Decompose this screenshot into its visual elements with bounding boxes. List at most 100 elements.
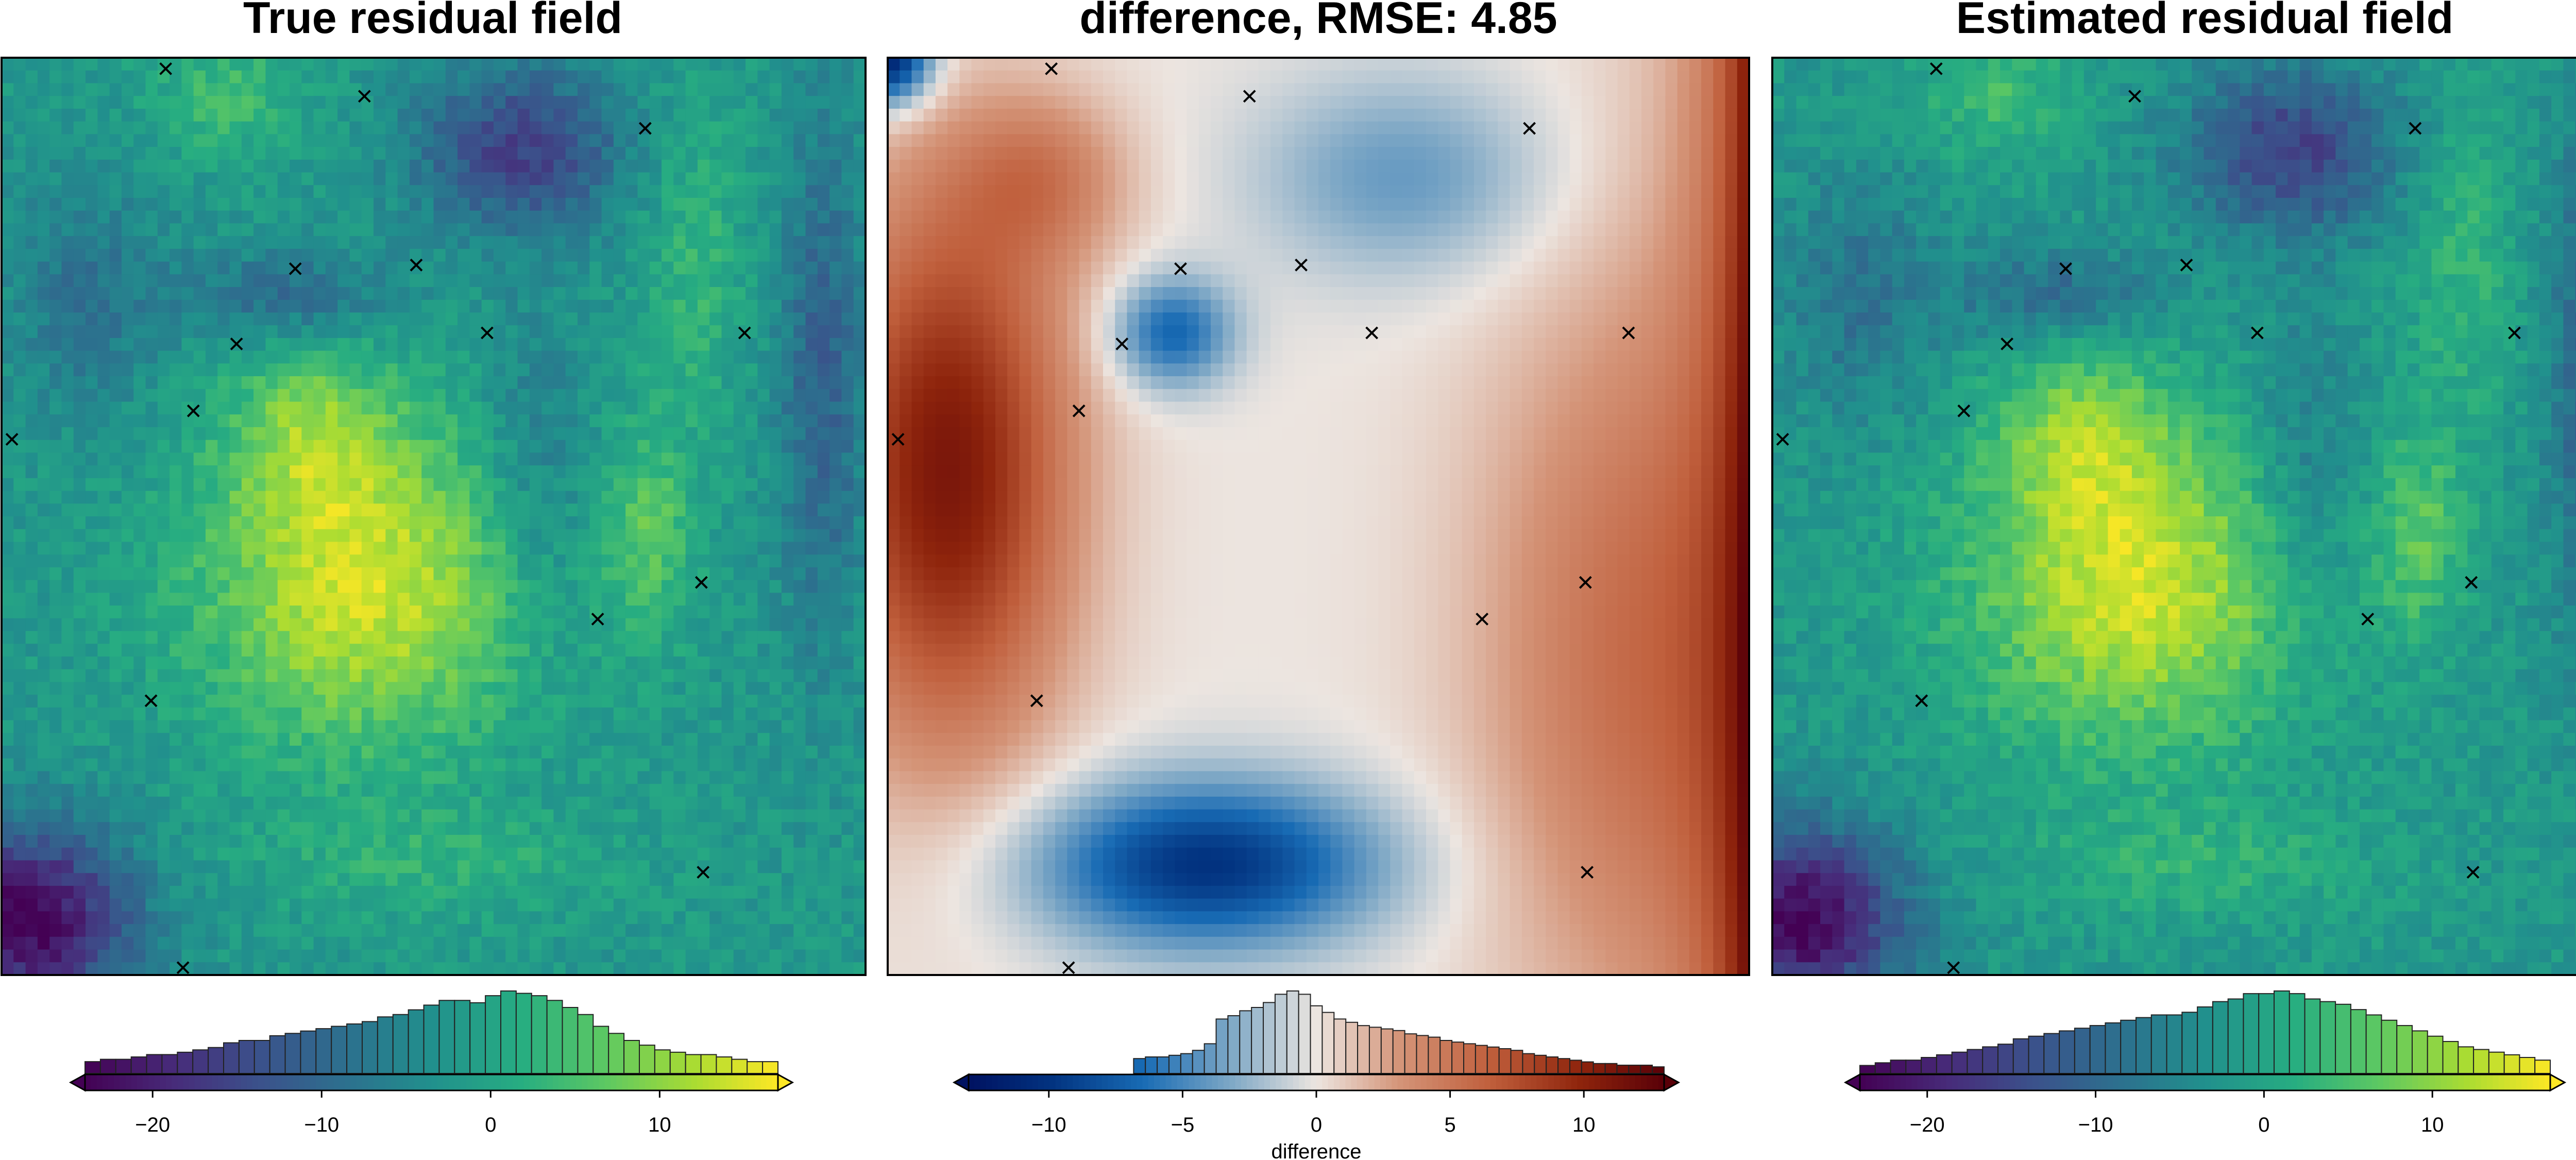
- heatmap-cell: [446, 695, 458, 708]
- heatmap-cell: [637, 644, 650, 657]
- heatmap-cell: [362, 695, 374, 708]
- heatmap-cell: [265, 631, 278, 645]
- heatmap-cell: [362, 262, 374, 275]
- heatmap-cell: [854, 695, 866, 708]
- heatmap-cell: [782, 249, 794, 262]
- heatmap-cell: [578, 669, 590, 683]
- heatmap-cell: [494, 810, 506, 823]
- heatmap-cell: [457, 491, 470, 505]
- heatmap-cell: [698, 71, 710, 84]
- heatmap-cell: [158, 899, 170, 912]
- heatmap-cell: [230, 185, 242, 198]
- heatmap-cell: [217, 300, 230, 313]
- heatmap-cell: [602, 198, 614, 211]
- heatmap-cell: [482, 109, 494, 122]
- heatmap-cell: [469, 606, 482, 619]
- heatmap-cell: [589, 669, 602, 683]
- heatmap-cell: [505, 682, 518, 695]
- heatmap-cell: [253, 287, 266, 300]
- heatmap-cell: [242, 886, 254, 899]
- heatmap-cell: [97, 262, 110, 275]
- heatmap-cell: [398, 274, 410, 288]
- heatmap-cell: [49, 223, 62, 237]
- heatmap-cell: [242, 631, 254, 645]
- heatmap-cell: [158, 427, 170, 441]
- heatmap-cell: [553, 657, 566, 670]
- heatmap-cell: [290, 810, 302, 823]
- heatmap-cell: [326, 274, 338, 288]
- heatmap-cell: [709, 274, 722, 288]
- heatmap-cell: [541, 312, 554, 326]
- heatmap-cell: [793, 96, 806, 109]
- heatmap-cell: [614, 682, 626, 695]
- heatmap-cell: [578, 211, 590, 224]
- heatmap-cell: [770, 363, 782, 377]
- heatmap-cell: [410, 452, 422, 466]
- heatmap-cell: [61, 211, 74, 224]
- heatmap-cell: [469, 249, 482, 262]
- heatmap-cell: [457, 452, 470, 466]
- heatmap-cell: [709, 351, 722, 364]
- heatmap-cell: [722, 478, 734, 492]
- heatmap-cell: [782, 746, 794, 759]
- heatmap-cell: [374, 593, 386, 606]
- heatmap-cell: [662, 886, 674, 899]
- heatmap-cell: [434, 402, 446, 415]
- heatmap-cell: [469, 797, 482, 810]
- heatmap-cell: [662, 325, 674, 339]
- heatmap-cell: [421, 822, 434, 835]
- heatmap-cell: [625, 567, 638, 581]
- heatmap-cell: [637, 363, 650, 377]
- heatmap-cell: [482, 351, 494, 364]
- heatmap-cell: [265, 58, 278, 71]
- heatmap-cell: [122, 173, 134, 186]
- heatmap-cell: [578, 593, 590, 606]
- heatmap-cell: [553, 274, 566, 288]
- heatmap-cell: [170, 198, 182, 211]
- heatmap-cell: [841, 376, 854, 390]
- heatmap-cell: [494, 287, 506, 300]
- heatmap-cell: [673, 427, 686, 441]
- heatmap-cell: [757, 516, 770, 530]
- heatmap-cell: [242, 427, 254, 441]
- heatmap-cell: [709, 312, 722, 326]
- heatmap-cell: [494, 185, 506, 198]
- heatmap-cell: [181, 83, 194, 96]
- heatmap-cell: [757, 287, 770, 300]
- heatmap-cell: [494, 312, 506, 326]
- heatmap-cell: [614, 631, 626, 645]
- heatmap-cell: [709, 96, 722, 109]
- heatmap-cell: [133, 873, 146, 886]
- heatmap-cell: [457, 516, 470, 530]
- heatmap-cell: [806, 440, 818, 453]
- heatmap-cell: [158, 389, 170, 402]
- heatmap-cell: [410, 389, 422, 402]
- heatmap-cell: [734, 287, 746, 300]
- heatmap-cell: [734, 274, 746, 288]
- heatmap-cell: [650, 198, 662, 211]
- heatmap-cell: [362, 134, 374, 147]
- heatmap-cell: [278, 440, 290, 453]
- heatmap-cell: [734, 669, 746, 683]
- heatmap-cell: [541, 389, 554, 402]
- heatmap-cell: [770, 109, 782, 122]
- heatmap-cell: [553, 173, 566, 186]
- heatmap-cell: [133, 147, 146, 160]
- heatmap-cell: [421, 810, 434, 823]
- heatmap-cell: [38, 465, 50, 479]
- heatmap-cell: [734, 810, 746, 823]
- heatmap-cell: [421, 542, 434, 555]
- heatmap-cell: [337, 554, 350, 568]
- heatmap-cell: [38, 274, 50, 288]
- heatmap-cell: [206, 402, 218, 415]
- heatmap-cell: [662, 606, 674, 619]
- heatmap-cell: [482, 58, 494, 71]
- heatmap-cell: [133, 810, 146, 823]
- heatmap-cell: [181, 682, 194, 695]
- heatmap-cell: [217, 122, 230, 135]
- heatmap-cell: [133, 223, 146, 237]
- heatmap-cell: [457, 695, 470, 708]
- heatmap-cell: [110, 109, 122, 122]
- heatmap-cell: [146, 389, 158, 402]
- heatmap-cell: [698, 376, 710, 390]
